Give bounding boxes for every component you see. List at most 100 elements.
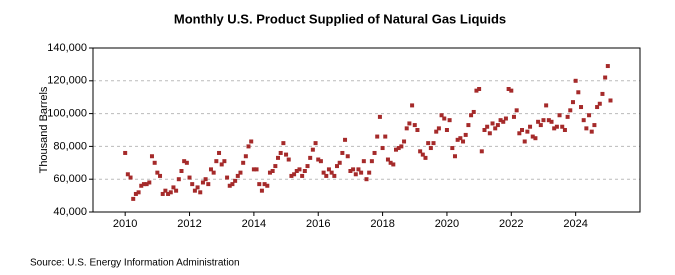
point (208, 167, 213, 172)
point (171, 185, 176, 190)
point (428, 146, 433, 151)
point (383, 134, 388, 139)
point (479, 149, 484, 154)
point (463, 132, 468, 137)
point (466, 123, 471, 128)
point (522, 139, 527, 144)
point (372, 150, 377, 155)
y-tick-label: 100,000 (47, 108, 87, 120)
point (579, 105, 584, 110)
point (562, 128, 567, 132)
point (230, 182, 235, 187)
point (324, 173, 329, 178)
point (152, 160, 157, 165)
point (257, 182, 262, 187)
point (412, 123, 417, 128)
point (292, 172, 297, 177)
point (495, 123, 500, 128)
point (284, 152, 289, 157)
x-tick-label: 2014 (242, 218, 266, 230)
point (584, 126, 589, 131)
point (394, 147, 399, 152)
point (321, 170, 326, 175)
point (399, 144, 404, 149)
point (525, 129, 530, 134)
x-tick-label: 2018 (370, 218, 394, 230)
point (471, 109, 476, 114)
y-axis-label: Thousand Barrels (38, 86, 50, 173)
point (503, 116, 508, 121)
point (573, 78, 578, 83)
point (570, 100, 575, 105)
point (369, 159, 374, 164)
point (568, 108, 573, 113)
x-tick-label: 2016 (306, 218, 330, 230)
point (270, 169, 275, 173)
point (485, 124, 490, 129)
point (310, 147, 315, 152)
chart-title: Monthly U.S. Product Supplied of Natural… (174, 11, 506, 26)
point (353, 172, 358, 177)
point (246, 144, 251, 149)
point (490, 121, 495, 126)
point (128, 175, 133, 180)
point (318, 159, 323, 164)
point (452, 154, 457, 159)
point (436, 126, 441, 131)
point (589, 129, 594, 134)
point (410, 103, 415, 108)
point (538, 123, 543, 128)
point (276, 155, 281, 160)
point (442, 116, 447, 121)
point (407, 121, 412, 126)
point (265, 183, 270, 188)
point (458, 136, 463, 141)
point (300, 173, 305, 178)
point (533, 136, 538, 141)
point (385, 157, 390, 162)
point (133, 191, 138, 196)
point (131, 196, 136, 201)
point (200, 180, 205, 185)
source-note: Source: U.S. Energy Information Administ… (30, 258, 240, 269)
point (493, 126, 498, 131)
point (367, 170, 372, 175)
point (455, 137, 460, 142)
point (155, 170, 160, 175)
point (305, 164, 310, 169)
point (487, 131, 492, 136)
x-tick-label: 2022 (499, 218, 523, 230)
point (168, 190, 173, 195)
point (259, 188, 264, 193)
point (313, 141, 318, 146)
point (235, 173, 240, 178)
y-tick-label: 60,000 (53, 173, 87, 185)
point (297, 167, 302, 172)
point (222, 159, 227, 164)
point (557, 113, 562, 118)
point (402, 139, 407, 144)
point (595, 105, 600, 110)
point (192, 188, 197, 193)
point (431, 141, 436, 146)
point (361, 159, 366, 164)
point (219, 162, 224, 167)
y-tick-label: 140,000 (47, 42, 87, 54)
point (203, 177, 208, 182)
point (286, 157, 291, 162)
point (316, 157, 321, 162)
point (404, 126, 409, 131)
point (511, 114, 516, 119)
point (267, 170, 272, 175)
point (447, 118, 452, 123)
point (514, 108, 519, 113)
point (391, 162, 396, 167)
point (163, 188, 168, 193)
plot-frame (92, 47, 641, 213)
point (136, 190, 141, 195)
point (603, 75, 608, 80)
x-tick-label: 2024 (563, 218, 587, 230)
point (552, 126, 557, 131)
